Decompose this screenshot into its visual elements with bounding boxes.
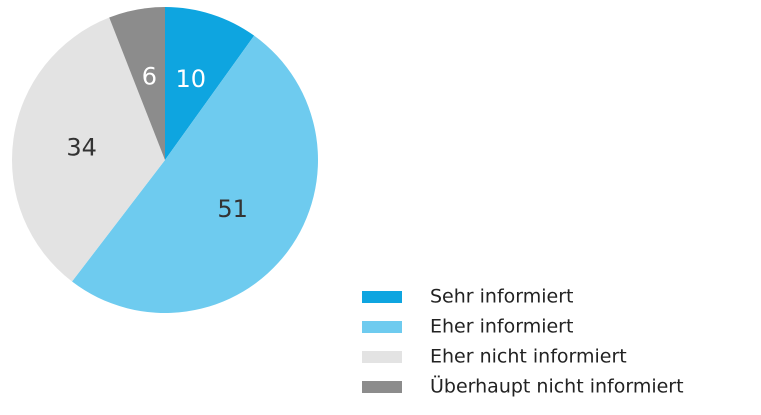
data-label: 10 — [175, 65, 206, 93]
pie-slice — [165, 7, 255, 160]
legend-label: Überhaupt nicht informiert — [430, 375, 684, 398]
legend-swatch — [362, 351, 402, 363]
legend-swatch — [362, 321, 402, 333]
legend-label: Eher nicht informiert — [430, 346, 627, 368]
legend-label: Sehr informiert — [430, 286, 574, 308]
data-label: 51 — [217, 195, 248, 223]
pie-slice — [11, 17, 165, 282]
data-label: 6 — [142, 62, 157, 90]
legend-swatch — [362, 381, 402, 393]
legend-label: Eher informiert — [430, 316, 573, 338]
data-label: 34 — [66, 133, 97, 161]
pie-slice — [72, 35, 319, 314]
pie-slice — [109, 7, 165, 160]
legend-swatch — [362, 291, 402, 303]
